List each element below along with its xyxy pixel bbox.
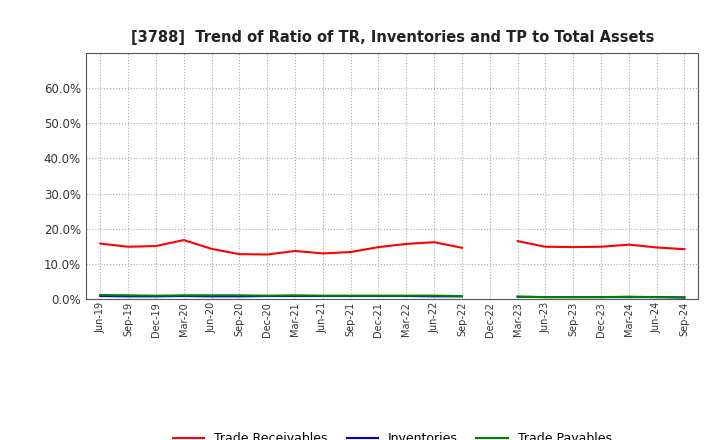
Inventories [179,293,188,299]
Trade Receivables [96,241,104,246]
Trade Payables [374,293,383,298]
Trade Payables [152,293,161,298]
Trade Receivables [235,252,243,257]
Title: [3788]  Trend of Ratio of TR, Inventories and TP to Total Assets: [3788] Trend of Ratio of TR, Inventories… [131,29,654,45]
Trade Payables [263,293,271,298]
Inventories [124,294,132,299]
Trade Receivables [291,248,300,253]
Legend: Trade Receivables, Inventories, Trade Payables: Trade Receivables, Inventories, Trade Pa… [168,427,617,440]
Trade Payables [179,293,188,298]
Inventories [263,293,271,299]
Trade Payables [96,292,104,297]
Trade Payables [458,293,467,299]
Inventories [291,293,300,299]
Trade Payables [402,293,410,298]
Inventories [96,293,104,299]
Trade Payables [291,293,300,298]
Inventories [458,294,467,299]
Trade Receivables [152,243,161,249]
Inventories [207,294,216,299]
Inventories [402,293,410,299]
Inventories [346,293,355,299]
Trade Receivables [207,246,216,252]
Trade Receivables [318,251,327,256]
Line: Trade Payables: Trade Payables [100,295,462,296]
Inventories [235,294,243,299]
Trade Payables [318,293,327,298]
Trade Payables [124,293,132,298]
Trade Receivables [124,244,132,249]
Trade Receivables [346,249,355,255]
Trade Receivables [402,241,410,246]
Trade Payables [430,293,438,298]
Inventories [318,293,327,299]
Inventories [152,294,161,299]
Trade Payables [235,293,243,298]
Line: Trade Receivables: Trade Receivables [100,240,462,254]
Inventories [374,293,383,299]
Trade Receivables [179,238,188,243]
Trade Payables [207,293,216,298]
Trade Receivables [458,245,467,250]
Inventories [430,294,438,299]
Trade Receivables [263,252,271,257]
Trade Receivables [374,245,383,250]
Trade Payables [346,293,355,298]
Trade Receivables [430,239,438,245]
